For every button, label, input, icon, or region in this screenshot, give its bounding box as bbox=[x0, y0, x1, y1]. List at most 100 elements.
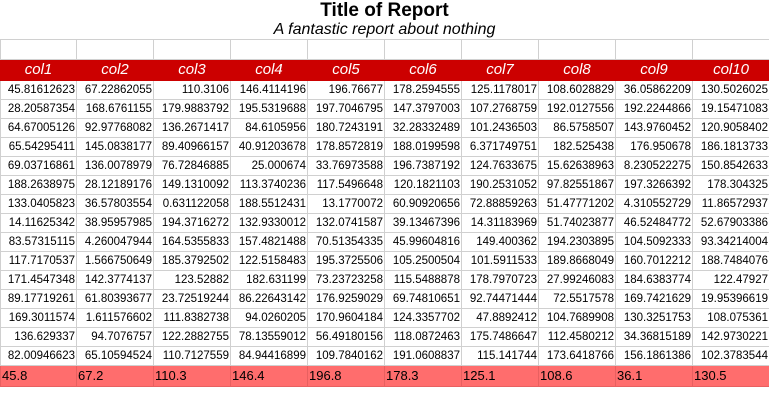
table-cell[interactable]: 124.7633675 bbox=[461, 156, 539, 176]
table-cell[interactable]: 197.7046795 bbox=[307, 99, 385, 119]
table-cell[interactable]: 86.5758507 bbox=[538, 118, 616, 138]
table-cell[interactable]: 136.2671417 bbox=[153, 118, 231, 138]
table-cell[interactable]: 123.52882 bbox=[153, 270, 231, 290]
table-cell[interactable]: 170.9604184 bbox=[307, 308, 385, 328]
table-cell[interactable]: 130.3251753 bbox=[615, 308, 693, 328]
table-cell[interactable]: 6.371749751 bbox=[461, 137, 539, 157]
table-cell[interactable]: 97.82551867 bbox=[538, 175, 616, 195]
column-header[interactable]: col8 bbox=[538, 59, 616, 81]
table-cell[interactable]: 1.566750649 bbox=[76, 251, 154, 271]
table-cell[interactable]: 182.631199 bbox=[230, 270, 308, 290]
table-cell[interactable]: 184.6383774 bbox=[615, 270, 693, 290]
table-cell[interactable]: 69.03716861 bbox=[0, 156, 77, 176]
table-cell[interactable]: 197.3266392 bbox=[615, 175, 693, 195]
table-cell[interactable]: 189.8668049 bbox=[538, 251, 616, 271]
table-cell[interactable]: 4.310552729 bbox=[615, 194, 693, 214]
table-cell[interactable]: 132.0741587 bbox=[307, 213, 385, 233]
table-cell[interactable]: 125.1178017 bbox=[461, 80, 539, 100]
summary-cell[interactable]: 67.2 bbox=[76, 365, 154, 387]
table-cell[interactable]: 76.72846885 bbox=[153, 156, 231, 176]
table-cell[interactable]: 70.51354335 bbox=[307, 232, 385, 252]
table-cell[interactable]: 93.34214004 bbox=[692, 232, 769, 252]
column-header[interactable]: col3 bbox=[153, 59, 231, 81]
table-cell[interactable]: 32.28332489 bbox=[384, 118, 462, 138]
table-cell[interactable]: 73.23723258 bbox=[307, 270, 385, 290]
table-cell[interactable]: 115.141744 bbox=[461, 346, 539, 366]
table-cell[interactable]: 142.9730221 bbox=[692, 327, 769, 347]
table-cell[interactable]: 36.05862209 bbox=[615, 80, 693, 100]
table-cell[interactable]: 111.8382738 bbox=[153, 308, 231, 328]
table-cell[interactable]: 27.99246083 bbox=[538, 270, 616, 290]
table-cell[interactable]: 122.47927 bbox=[692, 270, 769, 290]
table-cell[interactable]: 124.3357702 bbox=[384, 308, 462, 328]
table-cell[interactable]: 142.3774137 bbox=[76, 270, 154, 290]
table-cell[interactable]: 180.7243191 bbox=[307, 118, 385, 138]
table-cell[interactable]: 191.0608837 bbox=[384, 346, 462, 366]
table-cell[interactable]: 188.5512431 bbox=[230, 194, 308, 214]
table-cell[interactable]: 72.88859263 bbox=[461, 194, 539, 214]
table-cell[interactable]: 188.0199598 bbox=[384, 137, 462, 157]
table-cell[interactable]: 188.7484076 bbox=[692, 251, 769, 271]
table-cell[interactable]: 38.95957985 bbox=[76, 213, 154, 233]
table-cell[interactable]: 33.76973588 bbox=[307, 156, 385, 176]
table-cell[interactable]: 65.54295411 bbox=[0, 137, 77, 157]
table-cell[interactable]: 143.9760452 bbox=[615, 118, 693, 138]
table-cell[interactable]: 45.99604816 bbox=[384, 232, 462, 252]
table-cell[interactable]: 118.0872463 bbox=[384, 327, 462, 347]
table-cell[interactable]: 110.3106 bbox=[153, 80, 231, 100]
column-header[interactable]: col5 bbox=[307, 59, 385, 81]
table-cell[interactable]: 122.5158483 bbox=[230, 251, 308, 271]
table-cell[interactable]: 196.7387192 bbox=[384, 156, 462, 176]
table-cell[interactable]: 52.67903386 bbox=[692, 213, 769, 233]
table-cell[interactable]: 78.13559012 bbox=[230, 327, 308, 347]
column-header[interactable]: col1 bbox=[0, 59, 77, 81]
table-cell[interactable]: 1.611576602 bbox=[76, 308, 154, 328]
table-cell[interactable]: 115.5488878 bbox=[384, 270, 462, 290]
table-cell[interactable]: 104.7689908 bbox=[538, 308, 616, 328]
table-cell[interactable]: 195.3725506 bbox=[307, 251, 385, 271]
column-header[interactable]: col9 bbox=[615, 59, 693, 81]
summary-cell[interactable]: 108.6 bbox=[538, 365, 616, 387]
table-cell[interactable]: 169.7421629 bbox=[615, 289, 693, 309]
blank-cell[interactable] bbox=[307, 39, 385, 60]
column-header[interactable]: col2 bbox=[76, 59, 154, 81]
table-cell[interactable]: 92.74471444 bbox=[461, 289, 539, 309]
table-cell[interactable]: 108.075361 bbox=[692, 308, 769, 328]
table-cell[interactable]: 28.12189176 bbox=[76, 175, 154, 195]
table-cell[interactable]: 109.7840162 bbox=[307, 346, 385, 366]
table-cell[interactable]: 28.20587354 bbox=[0, 99, 77, 119]
table-cell[interactable]: 117.5496648 bbox=[307, 175, 385, 195]
table-cell[interactable]: 108.6028829 bbox=[538, 80, 616, 100]
table-cell[interactable]: 149.1310092 bbox=[153, 175, 231, 195]
table-cell[interactable]: 13.1770072 bbox=[307, 194, 385, 214]
table-cell[interactable]: 84.94416899 bbox=[230, 346, 308, 366]
table-cell[interactable]: 117.7170537 bbox=[0, 251, 77, 271]
blank-cell[interactable] bbox=[615, 39, 693, 60]
blank-cell[interactable] bbox=[692, 39, 769, 60]
blank-cell[interactable] bbox=[0, 39, 77, 60]
summary-cell[interactable]: 130.5 bbox=[692, 365, 769, 387]
table-cell[interactable]: 34.36815189 bbox=[615, 327, 693, 347]
table-cell[interactable]: 164.5355833 bbox=[153, 232, 231, 252]
table-cell[interactable]: 94.0260205 bbox=[230, 308, 308, 328]
table-cell[interactable]: 102.3783544 bbox=[692, 346, 769, 366]
blank-cell[interactable] bbox=[384, 39, 462, 60]
table-cell[interactable]: 19.95396619 bbox=[692, 289, 769, 309]
table-cell[interactable]: 23.72519244 bbox=[153, 289, 231, 309]
table-cell[interactable]: 186.1813733 bbox=[692, 137, 769, 157]
table-cell[interactable]: 113.3740236 bbox=[230, 175, 308, 195]
table-cell[interactable]: 110.7127559 bbox=[153, 346, 231, 366]
table-cell[interactable]: 178.8572819 bbox=[307, 137, 385, 157]
table-cell[interactable]: 8.230522275 bbox=[615, 156, 693, 176]
table-cell[interactable]: 51.74023877 bbox=[538, 213, 616, 233]
table-cell[interactable]: 101.5911533 bbox=[461, 251, 539, 271]
table-cell[interactable]: 39.13467396 bbox=[384, 213, 462, 233]
table-cell[interactable]: 150.8542633 bbox=[692, 156, 769, 176]
table-cell[interactable]: 195.5319688 bbox=[230, 99, 308, 119]
column-header[interactable]: col6 bbox=[384, 59, 462, 81]
table-cell[interactable]: 149.400362 bbox=[461, 232, 539, 252]
table-cell[interactable]: 36.57803554 bbox=[76, 194, 154, 214]
blank-cell[interactable] bbox=[76, 39, 154, 60]
table-cell[interactable]: 185.3792502 bbox=[153, 251, 231, 271]
table-cell[interactable]: 19.15471083 bbox=[692, 99, 769, 119]
